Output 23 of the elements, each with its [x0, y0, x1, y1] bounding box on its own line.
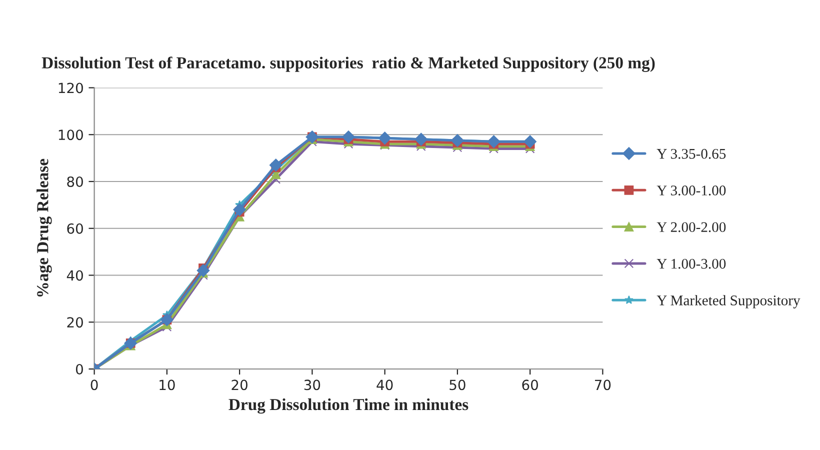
- legend-label: Y 1.00-3.00: [656, 258, 726, 269]
- legend-label: Y 3.00-1.00: [656, 186, 726, 196]
- y-axis-title: %age Drug Release: [36, 158, 52, 297]
- chart-title: Dissolution Test of Paracetamo. suppositories ratio & Marketed Suppository (250 mg): [42, 56, 655, 72]
- x-tick-label: 40: [376, 380, 393, 390]
- x-axis-title: Drug Dissolution Time in minutes: [228, 398, 468, 414]
- x-tick-label: 0: [90, 380, 98, 390]
- legend-label: Y 3.35-0.65: [656, 148, 726, 159]
- y-tick-label: 100: [58, 130, 83, 140]
- y-tick-label: 40: [66, 270, 83, 281]
- y-tick-label: 80: [67, 176, 83, 187]
- legend-label: Y Marketed Suppository: [656, 295, 800, 308]
- y-tick-label: 0: [76, 364, 83, 374]
- x-tick-label: 60: [522, 380, 538, 390]
- y-tick-label: 60: [67, 223, 83, 234]
- x-tick-label: 30: [304, 380, 320, 390]
- y-tick-label: 20: [67, 317, 83, 328]
- x-tick-label: 70: [595, 380, 611, 390]
- legend-label: Y 2.00-2.00: [656, 222, 726, 232]
- y-tick-label: 120: [58, 82, 83, 94]
- x-tick-label: 20: [232, 380, 248, 390]
- x-tick-label: 50: [450, 380, 466, 390]
- x-tick-label: 10: [160, 380, 175, 390]
